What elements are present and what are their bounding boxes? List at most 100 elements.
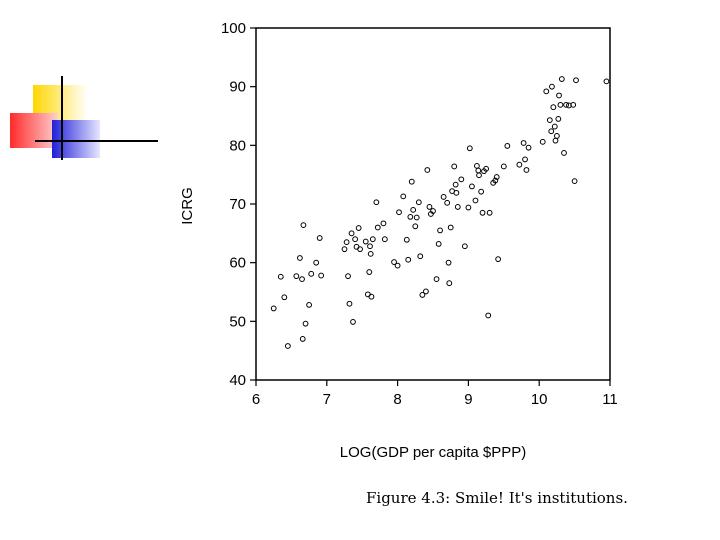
- scatter-point: [563, 101, 570, 108]
- logo-blue-square: [52, 120, 100, 158]
- scatter-point: [413, 214, 420, 221]
- scatter-point: [308, 270, 315, 277]
- scatter-point: [299, 336, 306, 342]
- scatter-point: [453, 189, 460, 196]
- y-tick-label: 40: [229, 372, 246, 389]
- scatter-point: [355, 225, 362, 231]
- scatter-point: [557, 101, 564, 108]
- scatter-point: [466, 145, 473, 152]
- scatter-point: [415, 199, 422, 206]
- scatter-point: [296, 255, 303, 261]
- scatter-point: [433, 276, 440, 282]
- scatter-point: [551, 123, 558, 130]
- scatter-point: [400, 193, 407, 200]
- scatter-point: [486, 209, 493, 216]
- scatter-point: [543, 88, 550, 95]
- scatter-point: [368, 293, 375, 300]
- scatter-point: [277, 273, 284, 280]
- axis-ticks: 6 7 8 9 10 11 40 50 60 70 80 90 100: [221, 20, 618, 408]
- scatter-point: [556, 92, 562, 99]
- scatter-point: [549, 83, 555, 90]
- scatter-point: [343, 239, 350, 246]
- x-tick-label: 10: [531, 391, 548, 408]
- scatter-point: [293, 273, 300, 280]
- scatter-point: [447, 224, 454, 231]
- scatter-point: [554, 133, 560, 139]
- scatter-point: [362, 238, 369, 245]
- scatter-point: [374, 224, 381, 231]
- scatter-point: [306, 302, 313, 308]
- scatter-point: [394, 262, 401, 269]
- scatter-point: [430, 208, 436, 214]
- scatter-point: [454, 204, 461, 210]
- scatter-point: [302, 320, 309, 327]
- scatter-point: [465, 204, 472, 211]
- scatter-point: [437, 227, 443, 234]
- y-axis-title: ICRG: [179, 187, 196, 225]
- scatter-point: [313, 259, 320, 266]
- scatter-point: [299, 276, 305, 282]
- scatter-point: [348, 230, 355, 237]
- scatter-point: [516, 161, 523, 168]
- scatter-point: [403, 236, 410, 243]
- plot-frame: [255, 27, 611, 381]
- scatter-point: [483, 165, 490, 172]
- y-tick-label: 70: [229, 196, 246, 213]
- scatter-point: [571, 178, 578, 185]
- y-tick-label: 60: [229, 255, 246, 272]
- scatter-point: [539, 138, 546, 145]
- scatter-point: [495, 256, 502, 263]
- scatter-point: [412, 223, 419, 230]
- scatter-point: [476, 172, 482, 179]
- scatter-point: [367, 243, 373, 250]
- scatter-point: [435, 240, 442, 247]
- scatter-point: [417, 253, 424, 260]
- scatter-point: [341, 246, 348, 253]
- x-tick-label: 7: [323, 391, 331, 408]
- scatter-point: [550, 104, 557, 111]
- scatter-point: [445, 259, 452, 266]
- scatter-point: [548, 128, 555, 135]
- scatter-point: [380, 220, 387, 227]
- scatter-point: [366, 269, 373, 275]
- scatter-point: [350, 319, 356, 325]
- scatter-point: [478, 188, 485, 195]
- scatter-point: [451, 163, 458, 170]
- scatter-point: [446, 280, 453, 287]
- scatter-point: [316, 235, 323, 241]
- scatter-point: [485, 312, 492, 319]
- scatter-point: [492, 177, 499, 184]
- y-tick-label: 100: [221, 20, 246, 37]
- scatter-point: [444, 199, 451, 206]
- scatter-point: [369, 236, 376, 243]
- scatter-point: [407, 214, 414, 220]
- data-points: [270, 76, 610, 349]
- scatter-point: [479, 209, 486, 216]
- scatter-point: [352, 236, 359, 243]
- scatter-point: [424, 167, 431, 173]
- scatter-point: [523, 167, 530, 173]
- scatter-point: [419, 292, 426, 298]
- scatter-point: [469, 183, 475, 190]
- scatter-point: [318, 272, 325, 279]
- x-tick-label: 6: [252, 391, 260, 408]
- scatter-point: [410, 206, 417, 213]
- scatter-point: [345, 273, 351, 280]
- scatter-point: [561, 150, 567, 156]
- scatter-point: [522, 156, 528, 163]
- scatter-point: [396, 209, 402, 216]
- scatter-point: [426, 204, 433, 210]
- scatter-point: [381, 236, 388, 243]
- scatter-point: [281, 294, 288, 301]
- figure-caption: Figure 4.3: Smile! It's institutions.: [366, 489, 628, 507]
- scatter-point: [405, 256, 412, 263]
- scatter-point: [520, 140, 527, 146]
- scatter-point: [475, 167, 482, 174]
- scatter-point: [570, 101, 577, 108]
- scatter-point: [452, 181, 459, 188]
- scatter-point: [500, 163, 507, 170]
- scatter-point: [440, 194, 447, 200]
- scatter-point: [346, 300, 353, 307]
- scatter-point: [555, 116, 562, 122]
